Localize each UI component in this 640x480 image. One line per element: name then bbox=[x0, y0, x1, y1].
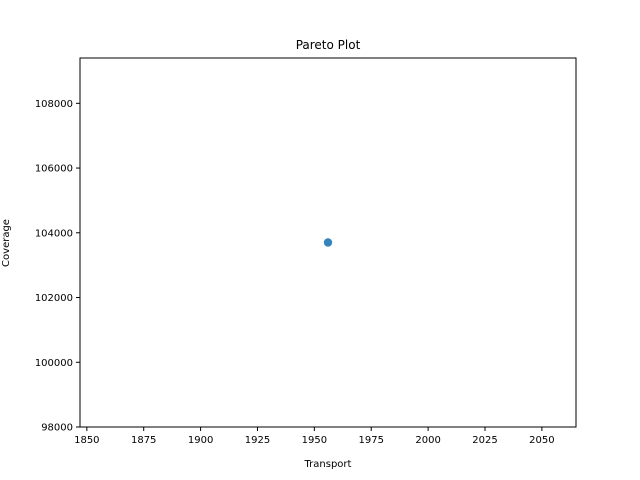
x-tick-label: 1975 bbox=[359, 435, 384, 446]
x-tick-label: 1925 bbox=[245, 435, 270, 446]
x-tick-label: 2000 bbox=[415, 435, 440, 446]
x-tick-label: 2050 bbox=[529, 435, 554, 446]
y-tick-label: 106000 bbox=[35, 164, 73, 175]
x-tick-label: 1950 bbox=[302, 435, 327, 446]
x-tick-label: 1900 bbox=[188, 435, 213, 446]
x-axis-ticks: 1850 1875 1900 1925 1950 1975 2000 2025 2050 bbox=[74, 427, 555, 446]
x-tick-label: 2025 bbox=[472, 435, 497, 446]
data-points bbox=[323, 238, 333, 247]
data-point bbox=[323, 238, 333, 247]
y-tick-label: 100000 bbox=[35, 358, 73, 369]
y-axis-label: Coverage bbox=[1, 219, 12, 267]
x-tick-label: 1875 bbox=[131, 435, 156, 446]
y-tick-label: 98000 bbox=[41, 423, 73, 434]
y-axis-ticks: 98000 100000 102000 104000 106000 108000 bbox=[35, 99, 80, 434]
y-tick-label: 102000 bbox=[35, 293, 73, 304]
plot-frame bbox=[79, 57, 577, 428]
x-axis-label: Transport bbox=[304, 459, 352, 470]
y-tick-label: 104000 bbox=[35, 228, 73, 239]
y-tick-label: 108000 bbox=[35, 99, 73, 110]
x-tick-label: 1850 bbox=[74, 435, 99, 446]
chart-title: Pareto Plot bbox=[296, 38, 361, 52]
